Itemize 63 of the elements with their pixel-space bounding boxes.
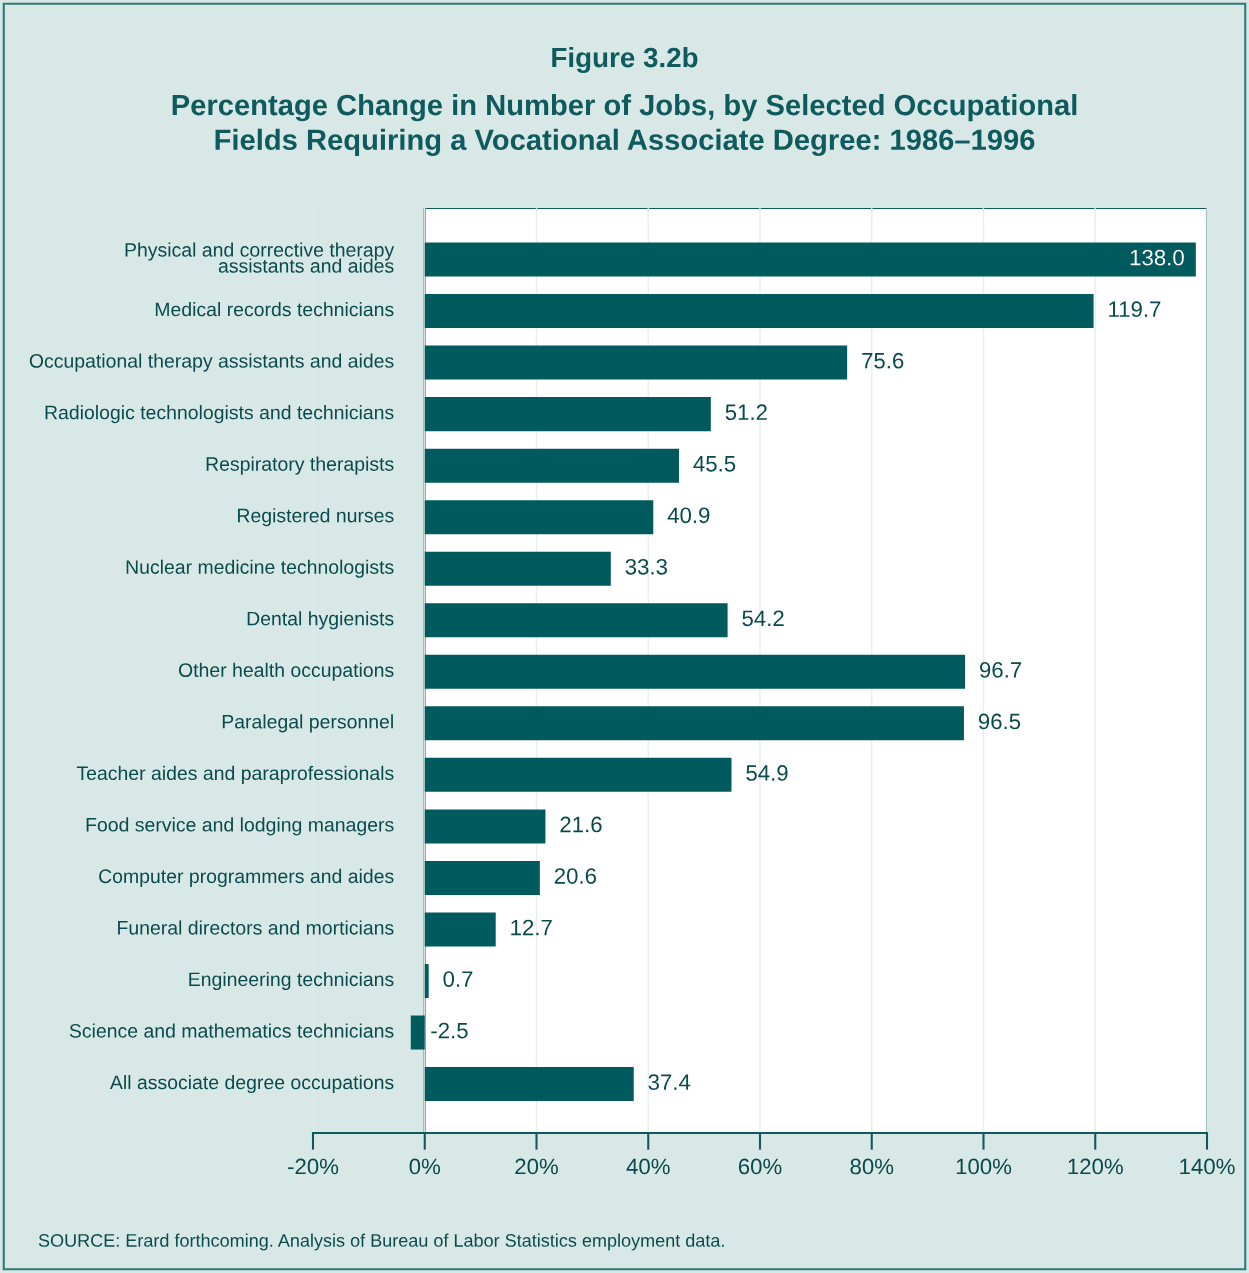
chart-subtitle: Percentage Change in Number of Jobs, by Selected Occupational Fields Requiring a Vocational Associate Degree: 1986–1996 xyxy=(172,93,1077,157)
y-tick-label: Science and mathematics technicians xyxy=(69,1023,394,1038)
chart-title: Figure 3.2b xyxy=(552,46,698,74)
y-tick-label: Teacher aides and paraprofessionals xyxy=(76,765,394,784)
data-label: 119.7 xyxy=(1109,301,1161,318)
x-tick-label: 40% xyxy=(626,1158,670,1175)
y-tick-label: Respiratory therapists xyxy=(206,456,394,475)
x-tick-label: -20% xyxy=(288,1158,339,1175)
bar xyxy=(424,500,654,535)
bar xyxy=(424,912,496,947)
data-label: 96.7 xyxy=(979,662,1022,678)
source-note: SOURCE: Erard forthcoming. Analysis of Bureau of Labor Statistics employment data. xyxy=(38,1233,724,1251)
y-tick-label: Medical records technicians xyxy=(155,302,394,317)
bar xyxy=(424,809,546,844)
data-label: -2.5 xyxy=(431,1022,468,1039)
data-label: 45.5 xyxy=(693,456,736,472)
bar xyxy=(424,654,966,689)
y-tick-label: Physical and corrective therapy assistants and aides xyxy=(125,242,395,273)
y-tick-label: Food service and lodging managers xyxy=(86,817,394,836)
bar xyxy=(424,603,728,638)
y-tick-label: Occupational therapy assistants and aides xyxy=(29,353,394,372)
y-tick-label: Other health occupations xyxy=(178,662,394,681)
bar xyxy=(424,963,429,998)
x-tick-label: 60% xyxy=(738,1158,782,1175)
data-label: 51.2 xyxy=(725,404,767,421)
x-tick-label: 20% xyxy=(515,1158,558,1175)
y-tick-label: Radiologic technologists and technicians xyxy=(45,405,394,424)
x-tick-label: 0% xyxy=(409,1158,441,1175)
y-tick-label: All associate degree occupations xyxy=(109,1074,394,1094)
bar xyxy=(424,448,679,483)
y-tick-label: Nuclear medicine technologists xyxy=(126,559,394,578)
data-label: 54.9 xyxy=(746,765,788,781)
bar xyxy=(424,551,611,586)
data-label: 96.5 xyxy=(978,713,1021,730)
data-label: 37.4 xyxy=(648,1074,691,1091)
data-label: 40.9 xyxy=(667,507,710,524)
x-tick-label: 100% xyxy=(956,1158,1012,1175)
bar xyxy=(424,860,540,895)
data-label: 0.7 xyxy=(443,971,473,987)
data-label: 33.3 xyxy=(625,558,667,575)
data-label: 54.2 xyxy=(742,610,784,627)
data-label: 75.6 xyxy=(862,352,904,369)
y-tick-label: Computer programmers and aides xyxy=(99,868,394,887)
y-tick-label: Funeral directors and morticians xyxy=(118,920,394,935)
bar xyxy=(424,345,848,380)
bar xyxy=(424,397,711,432)
x-tick-label: 120% xyxy=(1068,1158,1123,1175)
y-tick-label: Paralegal personnel xyxy=(222,714,393,733)
y-tick-label: Dental hygienists xyxy=(247,611,394,630)
data-label: 138.0 xyxy=(1130,249,1184,266)
x-tick-label: 80% xyxy=(850,1158,894,1175)
y-tick-label: Registered nurses xyxy=(238,508,394,527)
x-tick-label: 140% xyxy=(1180,1158,1235,1175)
data-label: 12.7 xyxy=(511,919,552,936)
bar xyxy=(424,242,1196,277)
bar xyxy=(424,294,1094,329)
data-label: 21.6 xyxy=(560,816,602,833)
bar xyxy=(410,1015,425,1050)
data-label: 20.6 xyxy=(554,868,597,884)
bar xyxy=(424,706,964,741)
bar xyxy=(424,757,732,792)
y-tick-label: Engineering technicians xyxy=(189,971,394,991)
bar xyxy=(424,1067,634,1102)
